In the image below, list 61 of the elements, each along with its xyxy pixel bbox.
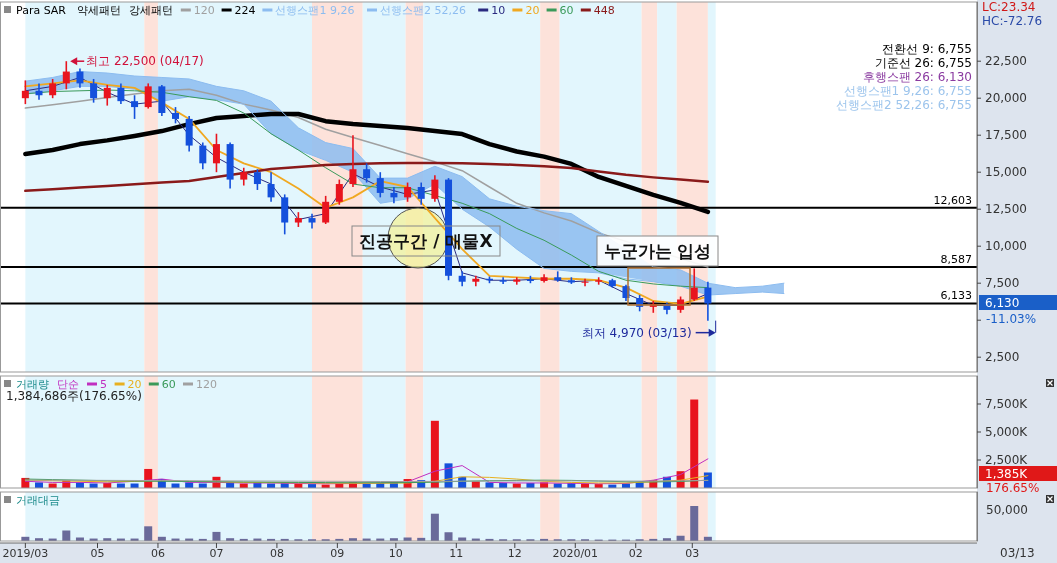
annotation: 최저 4,970 (03/13) [581, 325, 692, 340]
x-tick-label: 11 [449, 547, 464, 560]
band-label: 강세패턴 [128, 4, 173, 17]
y-tick-label: 20,000 [985, 91, 1027, 106]
text: 50,000 [986, 503, 1028, 517]
annotation: 선행스팬2 52,26: 6,755 [835, 98, 972, 112]
legend-title: 단순 [57, 378, 79, 391]
y-tick-label: 22,500 [985, 54, 1027, 69]
y-tick-label: 10,000 [985, 239, 1027, 254]
legend-label: 120 [193, 4, 215, 17]
annotation: 후행스팬 26: 6,130 [862, 70, 972, 84]
legend-label: 10 [491, 4, 506, 17]
chart-title: 거래량 [16, 378, 49, 391]
x-tick-label: 09 [330, 547, 345, 560]
legend-label: 224 [234, 4, 256, 17]
y-tick-label: 12,500 [985, 202, 1027, 217]
y-tick-label: 2,500K [985, 453, 1029, 467]
annotation: 누군가는 입성 [603, 241, 712, 261]
text: LC:23.34 [982, 0, 1036, 14]
annotation: 1,384,686주(176.65%) [6, 389, 142, 403]
y-tick-label: 7,500 [985, 276, 1020, 291]
y-tick-label: 15,000 [985, 165, 1027, 180]
chart-title: 거래대금 [16, 494, 60, 507]
legend-label: 60 [559, 4, 574, 17]
ref-line-label: 6,133 [940, 289, 972, 303]
x-tick-label: 12 [507, 547, 522, 560]
x-tick-label: 02 [628, 547, 643, 560]
text: HC:-72.76 [982, 14, 1043, 28]
annotation: 전환선 9: 6,755 [882, 42, 972, 56]
legend-label: 선행스팬2 52,26 [380, 4, 466, 17]
band-label: 약세패턴 [76, 4, 121, 17]
y-tick-label: 2,500 [985, 350, 1020, 365]
legend-label: 448 [593, 4, 615, 17]
text: 1,385K [985, 467, 1029, 481]
y-tick-label: 17,500 [985, 128, 1027, 143]
text: -11.03% [986, 312, 1037, 326]
y-tick-label: 7,500K [985, 397, 1029, 411]
legend-label: 60 [161, 378, 176, 391]
x-tick-label: 10 [388, 547, 403, 560]
annotation: 선행스팬1 9,26: 6,755 [843, 84, 972, 98]
x-tick-label: 07 [209, 547, 224, 560]
legend-label: 20 [127, 378, 142, 391]
text: 6,130 [985, 296, 1020, 310]
x-tick-label: 06 [150, 547, 165, 560]
x-tick-label: 2019/03 [2, 547, 49, 560]
ref-line-label: 8,587 [940, 253, 972, 267]
legend-label: 120 [196, 378, 217, 391]
ref-line-label: 12,603 [933, 193, 972, 207]
legend-label: 선행스팬1 9,26 [275, 4, 355, 17]
annotation: 기준선 26: 6,755 [874, 56, 972, 70]
x-tick-label: 2020/01 [552, 547, 599, 560]
legend-label: 5 [100, 378, 107, 391]
x-tick-label: 05 [90, 547, 105, 560]
y-tick-label: 5,000K [985, 425, 1029, 439]
text: 03/13 [1000, 546, 1035, 560]
annotation: Para SAR [16, 4, 67, 17]
x-tick-label: 03 [685, 547, 700, 560]
text: 176.65% [986, 481, 1040, 495]
annotation: 최고 22,500 (04/17) [86, 54, 204, 69]
x-tick-label: 08 [269, 547, 284, 560]
legend-label: 20 [525, 4, 540, 17]
